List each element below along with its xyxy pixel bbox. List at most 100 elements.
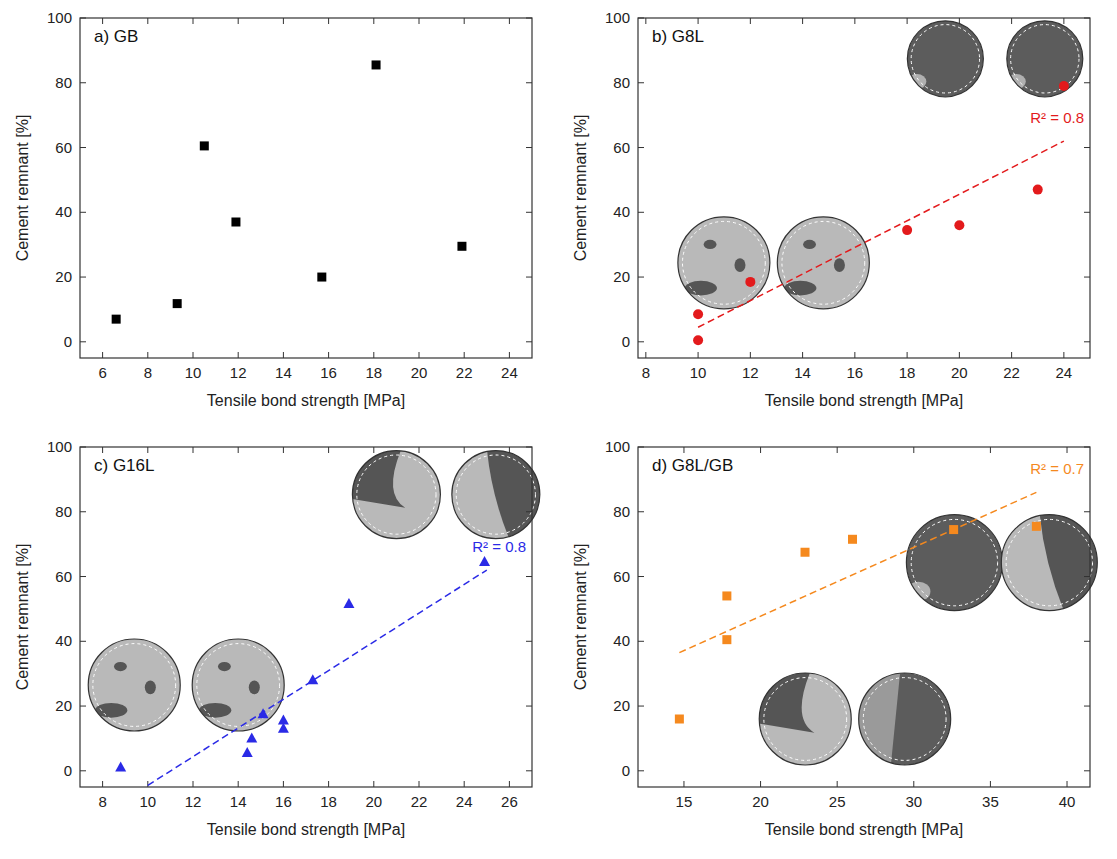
fracture-image-ground <box>192 639 284 731</box>
x-tick-label: 8 <box>144 364 152 381</box>
data-point <box>693 309 703 319</box>
x-tick-label: 40 <box>1059 793 1076 810</box>
x-tick <box>193 781 194 787</box>
x-tick-label: 30 <box>905 793 922 810</box>
fracture-image-spot <box>734 258 745 272</box>
data-point <box>317 273 326 282</box>
x-tick-label: 12 <box>230 364 247 381</box>
y-tick-right <box>526 82 532 83</box>
fracture-image-outline <box>863 678 946 761</box>
panel: 152025303540020406080100Tensile bond str… <box>572 438 1097 838</box>
x-tick-label: 26 <box>501 793 518 810</box>
marks <box>112 60 467 323</box>
fracture-image-outline <box>682 221 765 304</box>
y-tick <box>80 82 86 83</box>
fit-label: R² = 0.7 <box>1030 460 1084 477</box>
x-tick-top <box>1063 18 1064 24</box>
x-tick-top <box>837 447 838 453</box>
fracture-image-outline <box>764 678 847 761</box>
y-tick <box>80 147 86 148</box>
x-tick <box>238 352 239 358</box>
fracture-image-ground <box>907 21 983 97</box>
x-tick <box>464 352 465 358</box>
x-tick-label: 14 <box>794 364 811 381</box>
x-tick <box>907 352 908 358</box>
y-tick-label: 100 <box>47 9 72 26</box>
y-tick-right <box>526 706 532 707</box>
x-tick-label: 35 <box>982 793 999 810</box>
x-tick-label: 20 <box>411 364 428 381</box>
x-tick-label: 10 <box>139 793 156 810</box>
panel-title: d) G8L/GB <box>652 456 733 475</box>
x-tick-label: 20 <box>365 793 382 810</box>
fracture-image-spot <box>803 240 816 249</box>
x-tick-label: 18 <box>899 364 916 381</box>
fracture-image-edge <box>678 217 770 309</box>
y-tick <box>638 706 644 707</box>
fracture-image-patch <box>1040 515 1098 611</box>
x-tick <box>1011 352 1012 358</box>
fracture-image-spot <box>218 662 231 671</box>
x-tick-label: 8 <box>98 793 106 810</box>
y-tick-right <box>526 576 532 577</box>
fracture-image-spot <box>834 258 845 272</box>
fracture-image-ground <box>906 515 1002 611</box>
y-tick-label: 0 <box>622 333 630 350</box>
y-tick-right <box>526 212 532 213</box>
fracture-image-edge <box>906 515 1002 611</box>
marks <box>675 492 1041 723</box>
fracture-image-ground <box>759 673 851 765</box>
y-tick-label: 60 <box>55 139 72 156</box>
fracture-image-ground <box>452 451 540 539</box>
y-tick-right <box>1084 706 1090 707</box>
fracture-image-outline <box>197 644 280 727</box>
x-axis-title: Tensile bond strength [MPa] <box>765 821 963 838</box>
data-point <box>372 60 381 69</box>
x-tick-label: 18 <box>365 364 382 381</box>
x-tick-top <box>193 447 194 453</box>
x-tick-top <box>1011 18 1012 24</box>
x-tick <box>645 352 646 358</box>
x-tick-top <box>102 18 103 24</box>
y-tick-right <box>526 511 532 512</box>
x-tick <box>837 781 838 787</box>
data-point <box>242 747 253 757</box>
fit-line <box>679 492 1036 652</box>
x-tick <box>913 781 914 787</box>
y-axis-title: Cement remnant [%] <box>14 544 31 691</box>
data-point <box>722 591 731 600</box>
y-tick-right <box>1084 770 1090 771</box>
x-tick-label: 24 <box>501 364 518 381</box>
fracture-image <box>88 639 180 731</box>
data-point <box>848 535 857 544</box>
x-tick-top <box>913 447 914 453</box>
y-tick <box>638 341 644 342</box>
x-tick-top <box>509 18 510 24</box>
x-tick-top <box>328 447 329 453</box>
y-tick-right <box>1084 576 1090 577</box>
x-tick <box>698 352 699 358</box>
fit-label: R² = 0.8 <box>472 538 526 555</box>
fit-line <box>698 141 1064 327</box>
x-tick-label: 25 <box>829 793 846 810</box>
y-axis-title: Cement remnant [%] <box>572 544 589 691</box>
x-axis-title: Tensile bond strength [MPa] <box>207 392 405 409</box>
x-tick-top <box>683 447 684 453</box>
marks <box>693 81 1069 345</box>
y-tick-right <box>1084 641 1090 642</box>
y-tick-label: 100 <box>605 438 630 455</box>
fracture-image <box>452 451 540 539</box>
fracture-image-outline <box>1011 25 1079 93</box>
x-tick <box>283 352 284 358</box>
y-tick <box>638 212 644 213</box>
y-tick-label: 0 <box>64 333 72 350</box>
plot-frame <box>80 18 532 358</box>
fracture-image-outline <box>1006 519 1092 605</box>
x-tick <box>328 352 329 358</box>
fracture-image-spot <box>1007 74 1026 89</box>
panel-title: c) G16L <box>94 456 154 475</box>
x-tick-label: 10 <box>185 364 202 381</box>
fracture-image-spot <box>906 582 930 601</box>
fracture-image-ground <box>678 217 770 309</box>
x-axis-title: Tensile bond strength [MPa] <box>207 821 405 838</box>
